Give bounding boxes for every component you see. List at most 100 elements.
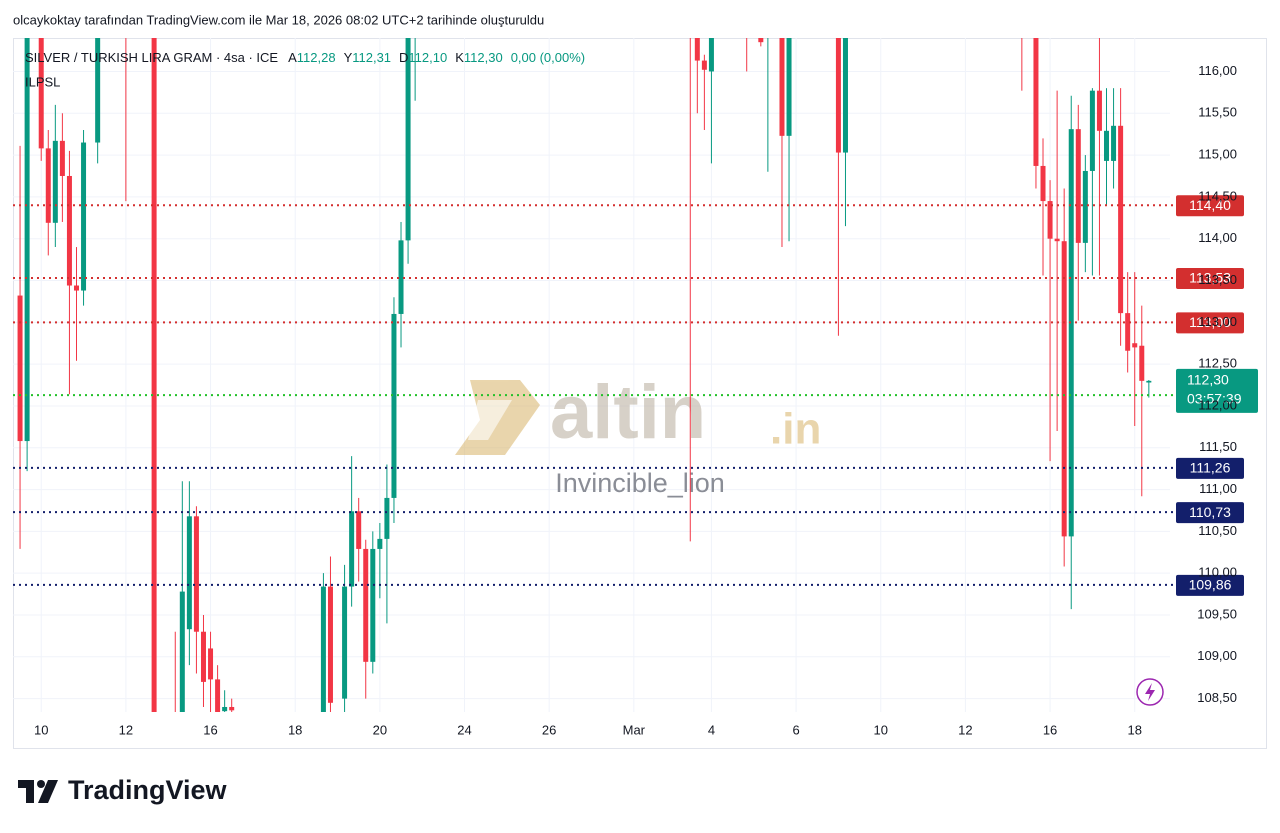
candle-body: [370, 548, 376, 662]
candle-body: [59, 140, 65, 176]
candle-body: [24, 38, 30, 442]
candle-body: [835, 38, 841, 153]
watermark-logo-mark: [455, 380, 540, 455]
frame: [13, 38, 1267, 749]
x-tick-label: 4: [708, 722, 715, 737]
candle-body: [1075, 129, 1081, 243]
brand-name: TradingView: [68, 775, 228, 805]
ohlc-value: 112,31: [352, 50, 391, 65]
candle-body: [1104, 130, 1110, 161]
x-tick-label: Mar: [623, 722, 646, 737]
level-tag-label: 114,40: [1189, 197, 1231, 213]
caption: olcaykoktay tarafından TradingView.com i…: [13, 12, 544, 27]
level-tag-label: 111,26: [1190, 460, 1231, 476]
candle-body: [694, 38, 700, 61]
ohlc-legend: SILVER / TURKISH LIRA GRAM · 4sa · ICE A1…: [25, 50, 585, 65]
x-tick-label: 26: [542, 722, 556, 737]
candle-body: [1096, 90, 1102, 131]
watermark-logo-suffix: .in: [770, 405, 821, 454]
candle-body: [391, 313, 397, 498]
candle-body: [320, 586, 326, 712]
y-tick-label: 112,00: [1198, 397, 1237, 412]
ohlc-label: Y: [344, 50, 353, 65]
candle-body: [786, 38, 792, 136]
candle-body: [1082, 170, 1088, 243]
ohlc-value: 112,28: [297, 50, 336, 65]
y-tick-label: 110,00: [1198, 565, 1237, 580]
level-tag: [1176, 312, 1244, 334]
x-tick-label: 6: [792, 722, 799, 737]
ohlc-value: 112,10: [408, 50, 447, 65]
candle-body: [208, 648, 214, 680]
y-tick-label: 110,50: [1198, 523, 1237, 538]
y-tick-label: 113,50: [1198, 272, 1237, 287]
level-tag: [1176, 267, 1244, 289]
candle-body: [342, 586, 348, 699]
candle-body: [38, 38, 44, 149]
indicator: ILPSL: [25, 74, 60, 89]
candle-body: [398, 240, 404, 314]
candles: [17, 38, 1152, 712]
candle-body: [1111, 125, 1117, 161]
level-tag-label: 113,53: [1189, 270, 1231, 286]
candle-body: [229, 706, 235, 711]
last-price-countdown: 03:57:39: [1187, 391, 1242, 407]
candle-body: [384, 497, 390, 539]
candle-body: [1040, 165, 1046, 202]
y-tick-label: 111,00: [1199, 481, 1237, 496]
candle-body: [45, 148, 51, 223]
candle-body: [779, 38, 785, 136]
level-tag: [1176, 195, 1244, 217]
candle-body: [327, 586, 333, 703]
last-price-label: 112,30: [1187, 372, 1229, 388]
candle-body: [356, 511, 362, 549]
y-tick-label: 108,50: [1197, 690, 1237, 705]
candle-body: [758, 38, 764, 43]
x-tick-label: 10: [34, 722, 48, 737]
candle-body: [405, 38, 411, 241]
watermark-logo-inner: [468, 400, 512, 440]
candle-body: [193, 516, 199, 632]
last-price-tag: [1176, 368, 1258, 413]
candle-body: [179, 591, 185, 712]
y-tick-label: 115,50: [1198, 105, 1237, 120]
ohlc-label: A: [288, 50, 297, 65]
candle-body: [349, 511, 355, 587]
brand-logo-dot: [37, 780, 45, 788]
x-tick-label: 18: [288, 722, 302, 737]
y-tick-label: 114,50: [1198, 188, 1237, 203]
level-tag: [1176, 457, 1244, 479]
candle-body: [708, 38, 714, 72]
watermark-logo-text: altin: [550, 370, 706, 455]
candle-body: [377, 538, 383, 549]
y-tick-label: 116,00: [1198, 63, 1237, 78]
watermark: altin .in: [455, 370, 821, 455]
alert-icon[interactable]: [1136, 678, 1164, 706]
brand-logo: TradingView: [18, 775, 228, 805]
brand-logo-mark: [18, 780, 34, 803]
x-tick-label: 12: [958, 722, 972, 737]
candle-body: [52, 140, 58, 223]
watermark-author: Invincible_lion: [555, 468, 725, 498]
candle-body: [1146, 380, 1152, 383]
alert-icon-bolt[interactable]: [1145, 683, 1155, 701]
y-tick-label: 109,50: [1197, 606, 1237, 621]
y-tick-label: 115,00: [1198, 147, 1237, 162]
level-tag-label: 110,73: [1189, 504, 1231, 520]
candle-body: [363, 548, 369, 662]
candle-body: [1139, 345, 1145, 381]
candle-body: [1125, 313, 1131, 351]
symbol: SILVER / TURKISH LIRA GRAM · 4sa · ICE: [25, 50, 278, 65]
y-tick-label: 113,00: [1198, 314, 1237, 329]
candle-body: [1132, 343, 1138, 348]
candle-body: [73, 285, 79, 291]
level-tag-label: 109,86: [1189, 577, 1232, 593]
x-tick-label: 16: [203, 722, 217, 737]
ohlc-change: 0,00 (0,00%): [511, 50, 585, 65]
x-tick-label: 18: [1127, 722, 1141, 737]
candle-body: [222, 706, 228, 712]
brand-logo-slash: [38, 780, 58, 803]
ohlc-label: D: [399, 50, 408, 65]
candle-body: [1054, 238, 1060, 242]
